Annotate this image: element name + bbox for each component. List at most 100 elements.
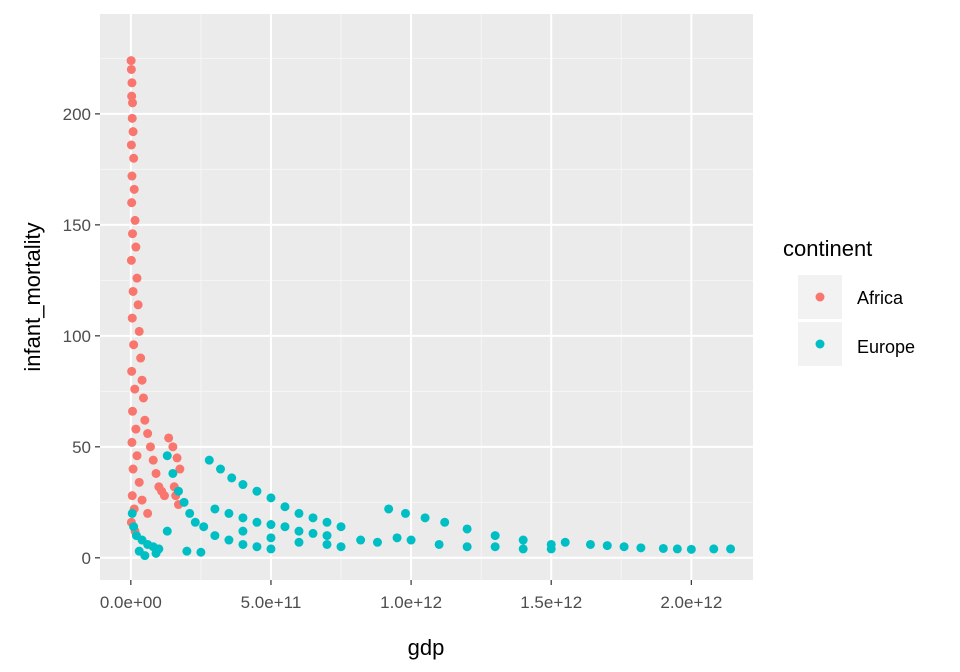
data-point-europe <box>280 522 290 532</box>
data-point-europe <box>162 451 172 461</box>
data-point-europe <box>602 541 612 551</box>
data-point-europe <box>210 504 220 514</box>
data-point-africa <box>130 384 140 394</box>
data-point-europe <box>686 544 696 554</box>
data-point-europe <box>619 542 629 552</box>
x-tick-label: 1.0e+12 <box>380 593 442 612</box>
data-point-europe <box>585 539 595 549</box>
data-point-africa <box>126 255 136 265</box>
data-point-africa <box>137 375 147 385</box>
data-point-africa <box>134 326 144 336</box>
data-point-africa <box>127 171 137 181</box>
data-point-africa <box>129 184 139 194</box>
data-point-africa <box>127 491 137 501</box>
legend-title: continent <box>783 236 872 261</box>
data-point-europe <box>227 473 237 483</box>
data-point-africa <box>127 91 137 101</box>
data-point-europe <box>356 535 366 545</box>
legend-point-europe <box>815 339 825 349</box>
data-point-europe <box>658 543 668 553</box>
data-point-europe <box>490 531 500 541</box>
data-point-europe <box>420 513 430 523</box>
data-point-europe <box>162 526 172 536</box>
x-axis-title: gdp <box>408 635 445 660</box>
data-point-europe <box>266 544 276 554</box>
x-tick-label: 2.0e+12 <box>660 593 722 612</box>
data-point-europe <box>384 504 394 514</box>
data-point-europe <box>434 539 444 549</box>
data-point-europe <box>252 542 262 552</box>
data-point-africa <box>128 464 138 474</box>
data-point-europe <box>168 468 178 478</box>
data-point-africa <box>127 198 137 208</box>
data-point-europe <box>185 508 195 518</box>
data-point-europe <box>336 542 346 552</box>
scatter-points <box>126 56 736 561</box>
data-point-europe <box>322 531 332 541</box>
data-point-europe <box>252 486 262 496</box>
data-point-europe <box>252 517 262 527</box>
data-point-europe <box>129 522 139 532</box>
data-point-africa <box>127 78 137 88</box>
data-point-africa <box>175 464 185 474</box>
data-point-africa <box>143 429 153 439</box>
data-point-europe <box>224 508 234 518</box>
data-point-europe <box>238 513 248 523</box>
data-point-europe <box>636 543 646 553</box>
data-point-africa <box>126 140 136 150</box>
data-point-africa <box>151 468 161 478</box>
data-point-africa <box>127 366 137 376</box>
data-point-africa <box>132 273 142 283</box>
data-point-europe <box>280 502 290 512</box>
data-point-europe <box>151 548 161 558</box>
data-point-africa <box>128 406 138 416</box>
data-point-africa <box>136 353 146 363</box>
data-point-europe <box>546 544 556 554</box>
data-point-europe <box>173 486 183 496</box>
data-point-africa <box>128 98 138 108</box>
y-axis-title: infant_mortality <box>20 222 45 371</box>
minor-gridlines <box>100 14 753 580</box>
data-point-africa <box>129 153 139 163</box>
data-point-europe <box>560 537 570 547</box>
legend-label-africa: Africa <box>857 288 904 308</box>
data-point-europe <box>196 547 206 557</box>
x-tick-label: 0.0e+00 <box>100 593 162 612</box>
data-point-europe <box>266 493 276 503</box>
data-point-europe <box>204 455 214 465</box>
data-point-africa <box>133 300 143 310</box>
data-point-africa <box>126 56 136 66</box>
data-point-europe <box>462 542 472 552</box>
data-point-europe <box>266 533 276 543</box>
data-point-africa <box>128 286 138 296</box>
data-point-africa <box>148 455 158 465</box>
data-point-europe <box>406 535 416 545</box>
data-point-africa <box>126 64 136 74</box>
major-gridlines <box>100 14 753 580</box>
y-tick-label: 200 <box>63 105 91 124</box>
x-tick-label: 1.5e+12 <box>520 593 582 612</box>
data-point-europe <box>709 544 719 554</box>
data-point-europe <box>266 520 276 530</box>
data-point-africa <box>140 415 150 425</box>
data-point-europe <box>238 539 248 549</box>
data-point-europe <box>400 508 410 518</box>
data-point-europe <box>372 537 382 547</box>
data-point-africa <box>172 453 182 463</box>
data-point-africa <box>128 127 138 137</box>
data-point-europe <box>216 464 226 474</box>
data-point-africa <box>164 433 174 443</box>
x-axis: 0.0e+00 5.0e+11 1.0e+12 1.5e+12 2.0e+12 <box>100 580 722 612</box>
x-tick-label: 5.0e+11 <box>241 593 302 612</box>
data-point-africa <box>143 508 153 518</box>
data-point-europe <box>294 526 304 536</box>
data-point-europe <box>392 533 402 543</box>
plot-panel <box>100 14 753 580</box>
data-point-europe <box>462 524 472 534</box>
data-point-europe <box>308 528 318 538</box>
data-point-europe <box>490 542 500 552</box>
data-point-africa <box>130 215 140 225</box>
legend-point-africa <box>815 292 825 302</box>
data-point-europe <box>134 546 144 556</box>
